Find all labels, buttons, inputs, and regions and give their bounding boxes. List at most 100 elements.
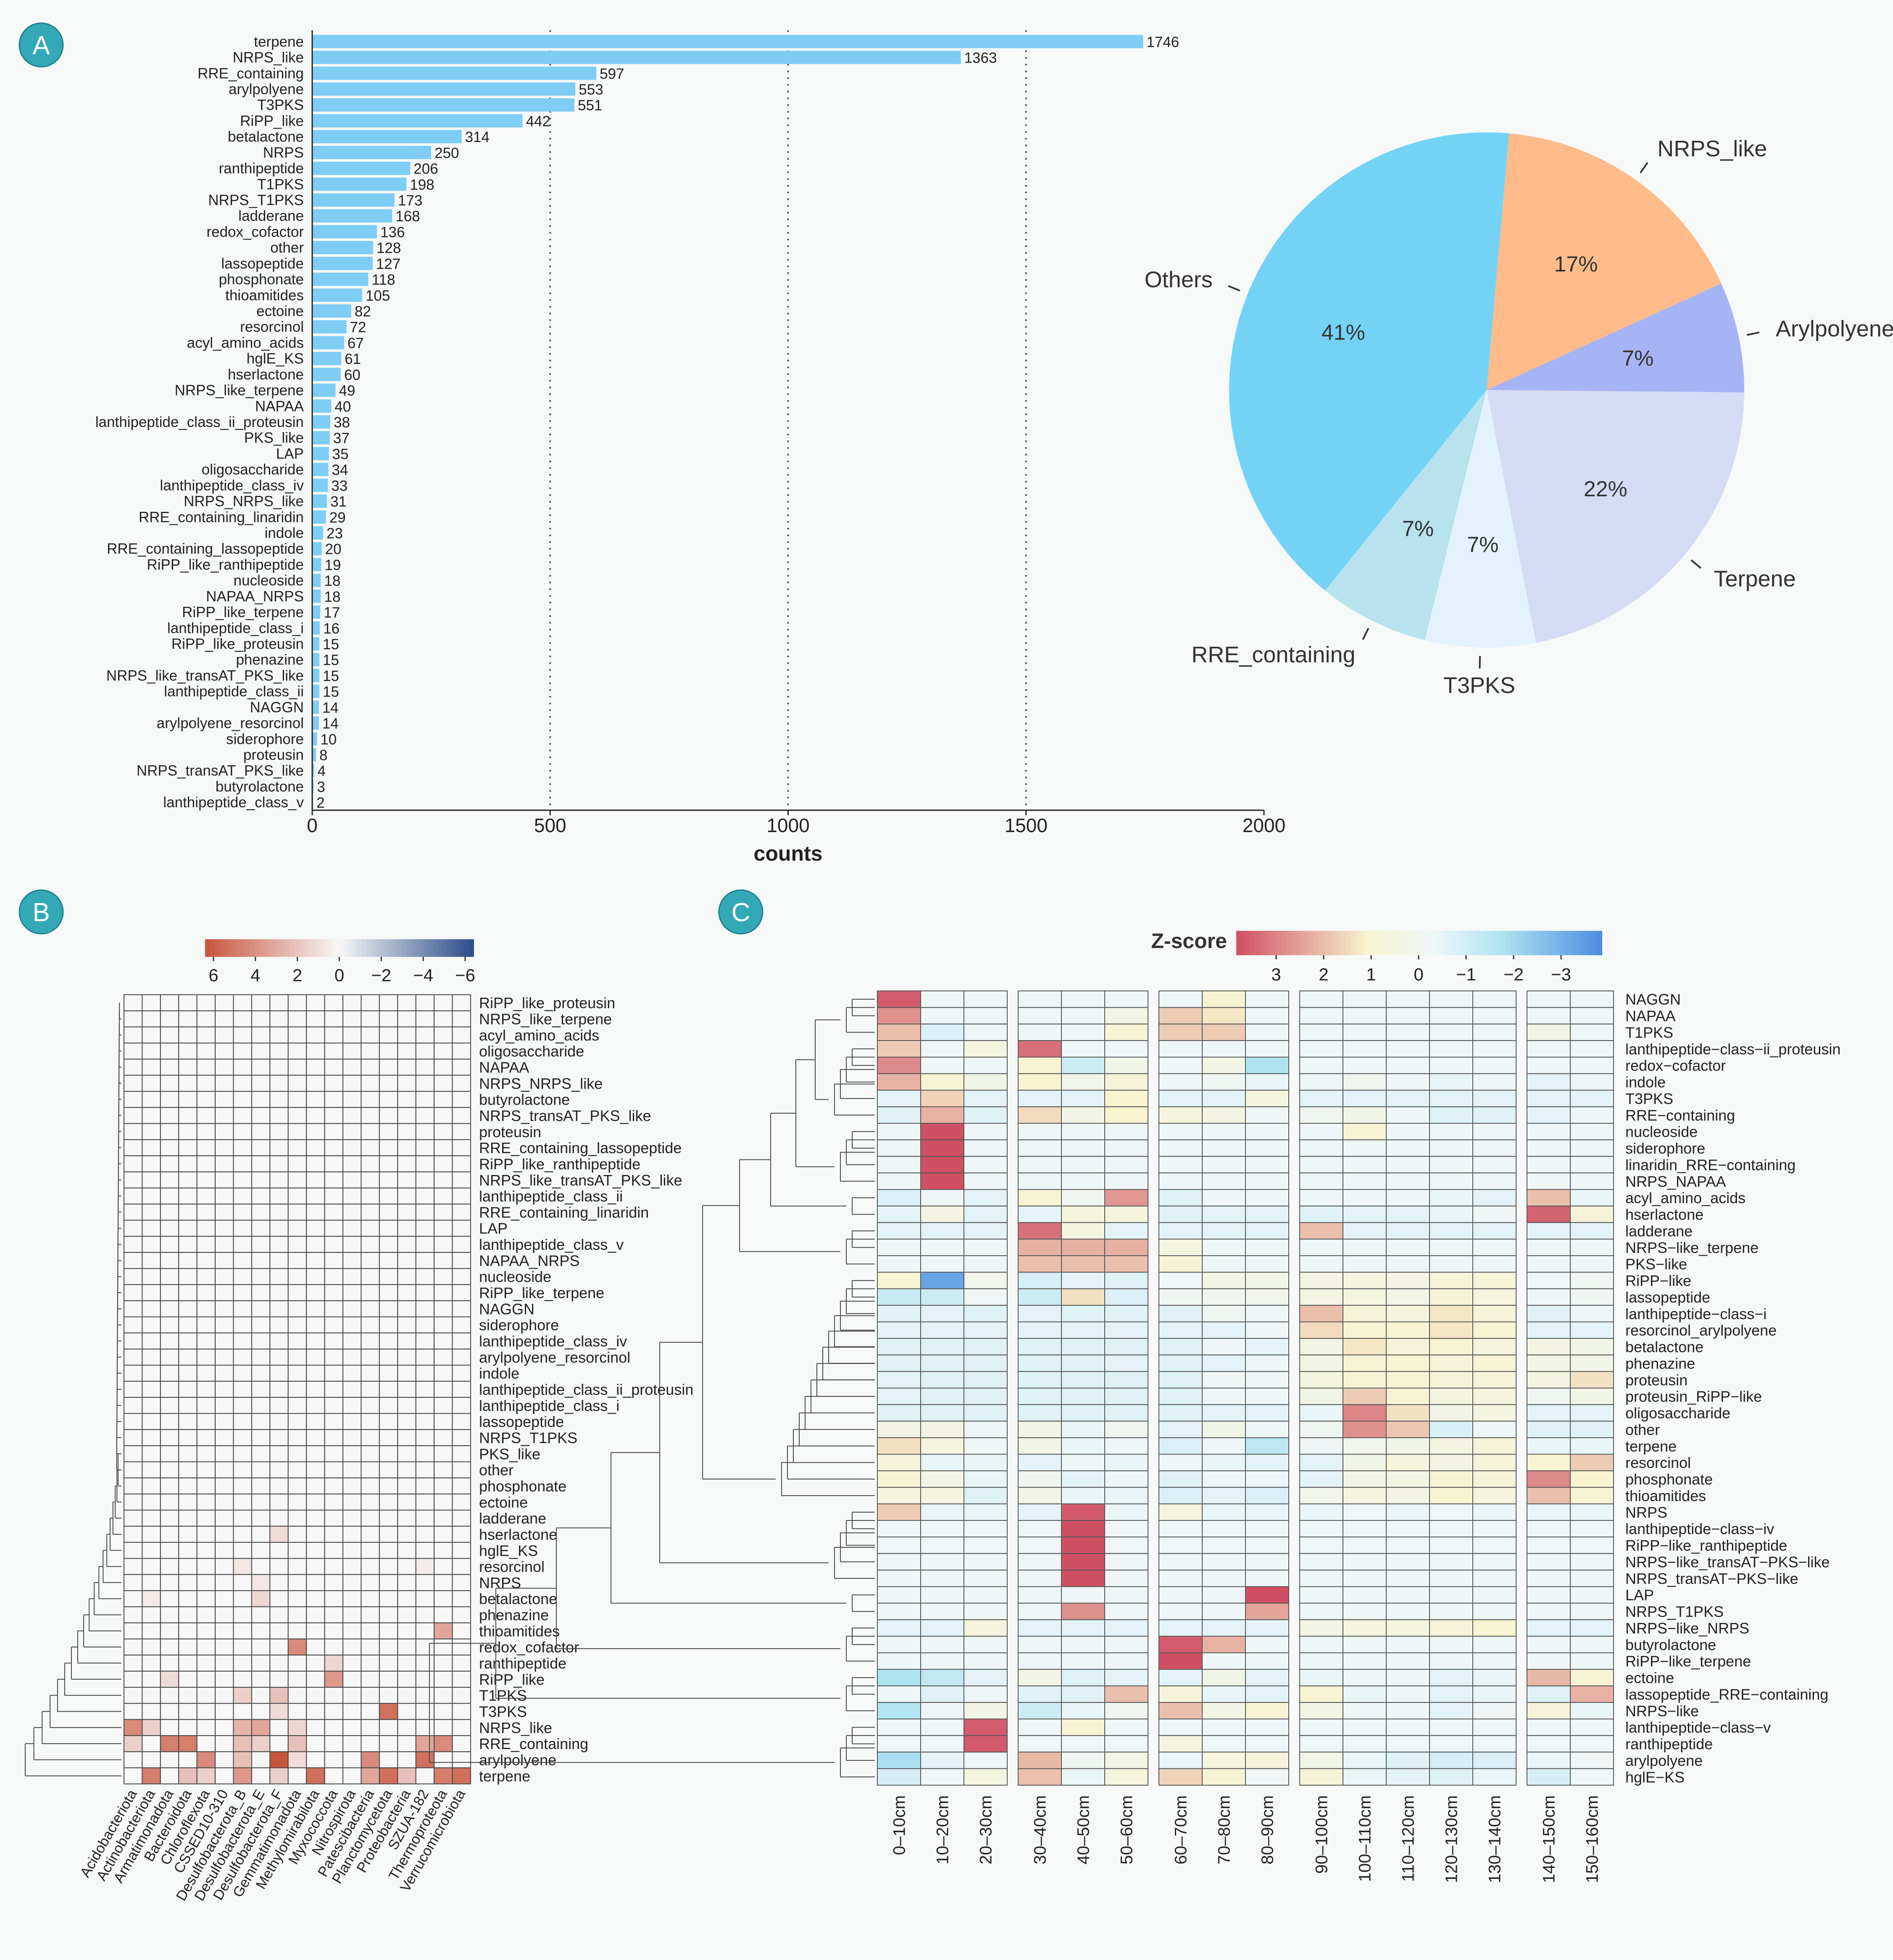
heatmap-b-cell bbox=[324, 1558, 344, 1575]
heatmap-b-cell bbox=[306, 1735, 325, 1752]
heatmap-b-cell bbox=[452, 1397, 471, 1414]
heatmap-c-cell bbox=[1386, 1454, 1430, 1471]
heatmap-b-cell bbox=[342, 1574, 362, 1591]
heatmap-c-legend-swatch bbox=[1506, 931, 1511, 955]
heatmap-b-row-label: NRPS_like bbox=[479, 1719, 552, 1736]
heatmap-c-legend-swatch bbox=[1488, 931, 1493, 955]
heatmap-b-cell bbox=[251, 1429, 271, 1446]
heatmap-c-cell bbox=[877, 1685, 921, 1703]
heatmap-b-cell bbox=[361, 1365, 380, 1382]
heatmap-b-cell bbox=[397, 1445, 416, 1462]
heatmap-c-cell bbox=[1527, 1321, 1571, 1339]
heatmap-b-cell bbox=[215, 1413, 234, 1430]
heatmap-b-cell bbox=[342, 1542, 362, 1559]
heatmap-b-cell bbox=[142, 1010, 161, 1027]
heatmap-b-cell bbox=[415, 1107, 435, 1124]
heatmap-c-cell bbox=[1386, 991, 1430, 1008]
heatmap-b-cell bbox=[251, 1139, 271, 1157]
heatmap-b-cell bbox=[342, 1735, 362, 1752]
bar-value-label: 136 bbox=[380, 224, 405, 240]
heatmap-c-cell bbox=[1061, 1238, 1105, 1256]
heatmap-c-cell bbox=[1343, 1189, 1387, 1207]
heatmap-c-cell bbox=[1061, 1040, 1105, 1058]
heatmap-c-cell bbox=[1429, 1305, 1473, 1322]
heatmap-c-cell bbox=[1202, 1503, 1246, 1521]
heatmap-b-cell bbox=[196, 1268, 216, 1285]
heatmap-b-legend-label: −4 bbox=[413, 965, 433, 985]
heatmap-b-cell bbox=[397, 1719, 416, 1736]
heatmap-b-cell bbox=[124, 1477, 143, 1495]
heatmap-c-cell bbox=[964, 1487, 1008, 1504]
heatmap-b-cell bbox=[142, 1059, 161, 1076]
bar-value-label: 23 bbox=[326, 525, 343, 542]
bar bbox=[312, 621, 320, 635]
heatmap-c-cell bbox=[1061, 1321, 1105, 1339]
heatmap-b-cell bbox=[142, 1767, 161, 1784]
heatmap-b-row-label: proteusin bbox=[479, 1123, 541, 1141]
heatmap-b-legend-swatch bbox=[402, 939, 407, 957]
heatmap-c-cell bbox=[1299, 1602, 1343, 1620]
heatmap-b-cell bbox=[142, 1042, 161, 1060]
heatmap-b-cell bbox=[306, 1316, 325, 1333]
bar bbox=[312, 66, 597, 80]
heatmap-c-cell bbox=[1429, 1520, 1473, 1538]
bar bbox=[312, 558, 321, 572]
heatmap-c-cell bbox=[1299, 1470, 1343, 1488]
heatmap-b-cell bbox=[142, 1510, 161, 1527]
bar-value-label: 15 bbox=[323, 636, 339, 653]
heatmap-b-cell bbox=[287, 1510, 307, 1527]
heatmap-b-cell bbox=[379, 1332, 398, 1350]
heatmap-b-cell bbox=[142, 1494, 161, 1511]
heatmap-b-cell bbox=[324, 1574, 344, 1591]
heatmap-b-cell bbox=[196, 1558, 216, 1575]
heatmap-b-cell bbox=[251, 1010, 271, 1027]
heatmap-c-cell bbox=[1061, 1669, 1105, 1686]
heatmap-c-cell bbox=[1343, 1735, 1387, 1753]
heatmap-c-cell bbox=[1472, 1752, 1517, 1769]
heatmap-b-cell bbox=[269, 1606, 289, 1623]
heatmap-b-cell bbox=[452, 1252, 471, 1269]
heatmap-c-cell bbox=[1429, 1106, 1473, 1124]
heatmap-b-cell bbox=[397, 1494, 416, 1511]
heatmap-b-cell bbox=[215, 1026, 234, 1043]
bar bbox=[312, 764, 314, 777]
heatmap-c-cell bbox=[1018, 1685, 1062, 1703]
heatmap-c-legend-swatch bbox=[1350, 931, 1356, 955]
heatmap-b-cell bbox=[434, 1494, 453, 1511]
heatmap-b-cell bbox=[434, 1574, 453, 1591]
heatmap-b-cell bbox=[124, 1654, 143, 1672]
heatmap-b-cell bbox=[397, 1510, 416, 1527]
heatmap-b-cell bbox=[342, 1494, 362, 1511]
heatmap-b-cell bbox=[160, 1220, 179, 1237]
heatmap-c-cell bbox=[877, 1586, 921, 1604]
heatmap-b-cell bbox=[196, 994, 216, 1012]
heatmap-b-cell bbox=[287, 1639, 307, 1656]
heatmap-b-cell bbox=[251, 1316, 271, 1333]
heatmap-b-cell bbox=[215, 1429, 234, 1446]
heatmap-b-legend-swatch bbox=[214, 939, 219, 957]
heatmap-b-cell bbox=[124, 1494, 143, 1511]
heatmap-c-cell bbox=[1061, 1388, 1105, 1405]
heatmap-b-cell bbox=[233, 1654, 252, 1672]
heatmap-b-cell bbox=[287, 1413, 307, 1430]
heatmap-c-cell bbox=[1299, 1735, 1343, 1753]
heatmap-c-cell bbox=[1386, 1503, 1430, 1521]
heatmap-c-cell bbox=[1570, 1388, 1614, 1405]
heatmap-c-cell bbox=[1429, 1090, 1473, 1107]
heatmap-b-cell bbox=[324, 1767, 344, 1784]
heatmap-b-cell bbox=[306, 1703, 325, 1720]
heatmap-b-cell bbox=[342, 1461, 362, 1478]
heatmap-c-cell bbox=[1061, 1172, 1105, 1190]
heatmap-c-legend-label: −2 bbox=[1503, 964, 1524, 984]
heatmap-b-cell bbox=[415, 1220, 435, 1237]
heatmap-c-cell bbox=[1018, 1636, 1062, 1653]
heatmap-b-legend-swatch bbox=[290, 939, 295, 957]
heatmap-b-cell bbox=[306, 1284, 325, 1301]
heatmap-b-cell bbox=[452, 1510, 471, 1527]
pie-percent-label: 41% bbox=[1322, 321, 1365, 345]
heatmap-b-cell bbox=[142, 1204, 161, 1221]
heatmap-b-legend-swatch bbox=[250, 939, 255, 957]
heatmap-b-cell bbox=[452, 1574, 471, 1591]
bar-value-label: 128 bbox=[376, 240, 401, 256]
heatmap-c-cell bbox=[1158, 1255, 1203, 1273]
